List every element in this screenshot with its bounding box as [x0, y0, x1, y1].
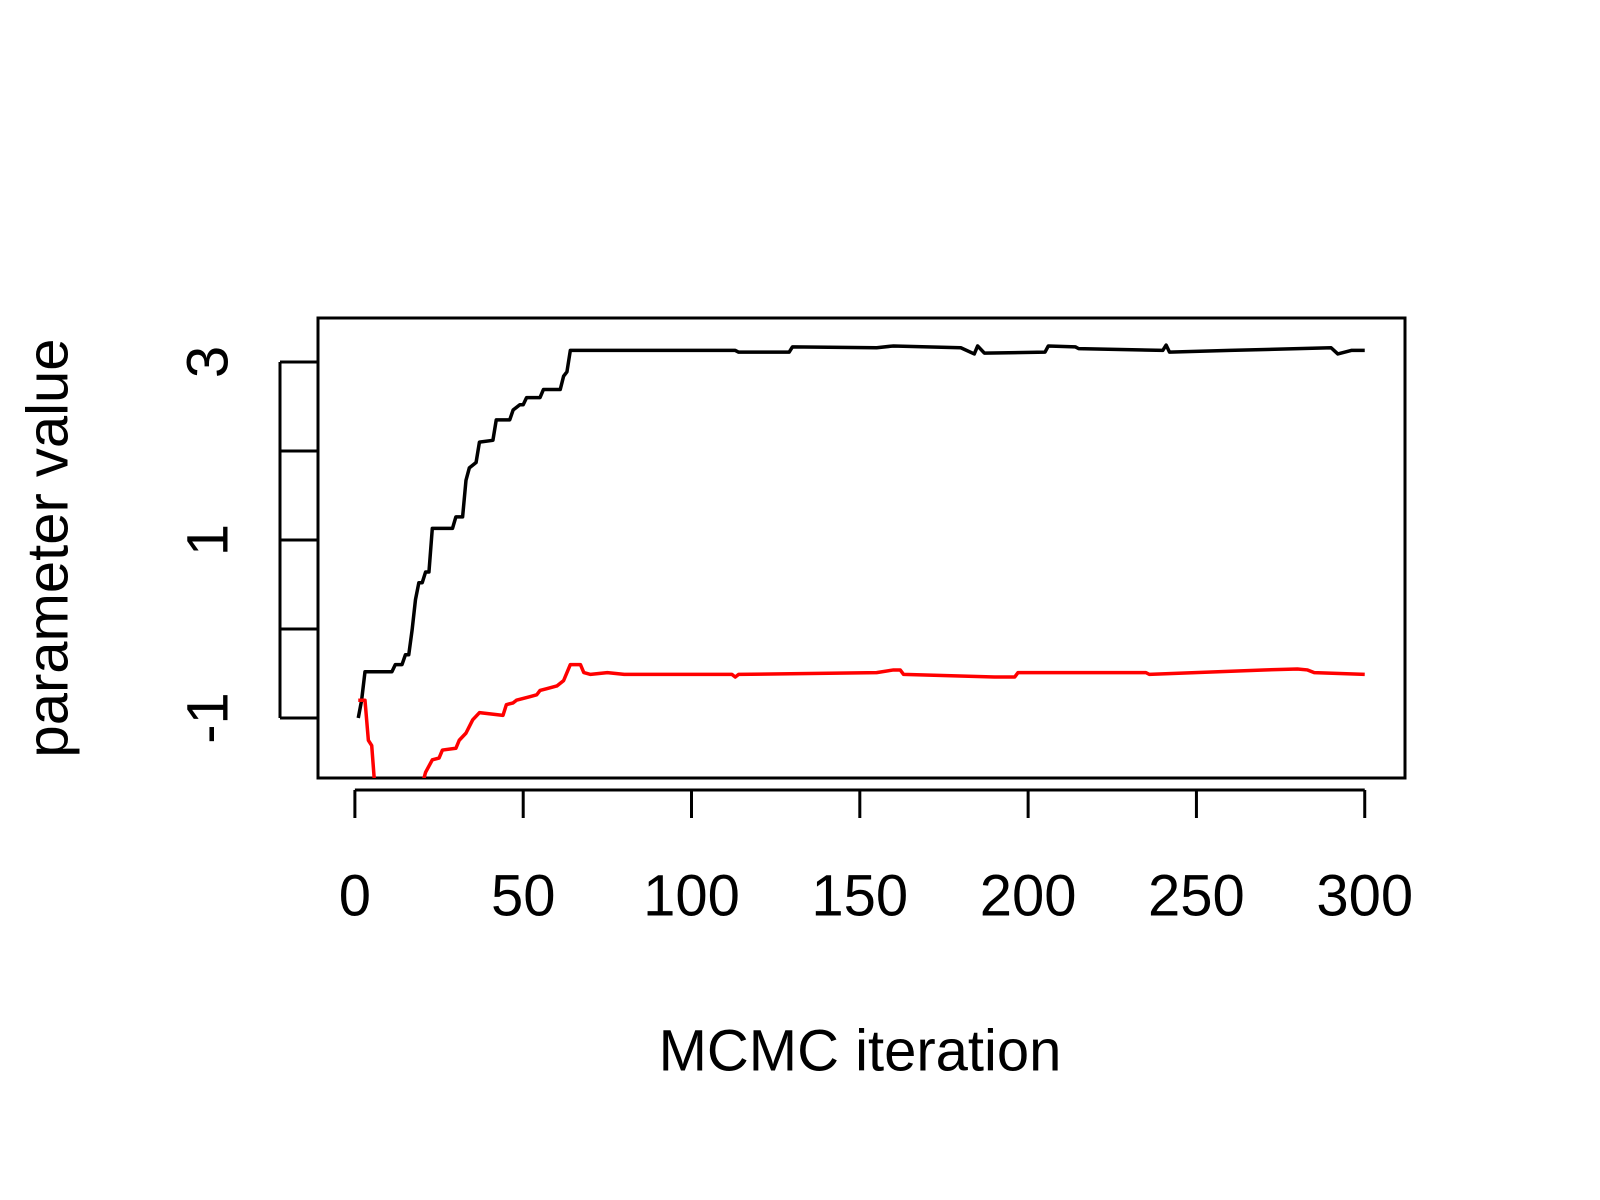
x-tick-label: 150 — [811, 863, 908, 928]
x-axis-label: MCMC iteration — [659, 1018, 1062, 1083]
x-tick-label: 250 — [1148, 863, 1245, 928]
x-tick-label: 200 — [980, 863, 1077, 928]
x-tick-label: 50 — [491, 863, 556, 928]
x-tick-label: 100 — [643, 863, 740, 928]
plot-area — [356, 343, 1365, 778]
data-line — [356, 343, 1365, 719]
data-line — [358, 662, 1365, 778]
x-tick-label: 300 — [1316, 863, 1413, 928]
y-tick-label: 1 — [175, 524, 240, 556]
plot-box — [316, 316, 1407, 780]
y-axis-label: parameter value — [15, 338, 80, 757]
x-tick-label: 0 — [339, 863, 371, 928]
y-tick-label: 3 — [175, 346, 240, 378]
y-tick-label: -1 — [175, 692, 240, 744]
